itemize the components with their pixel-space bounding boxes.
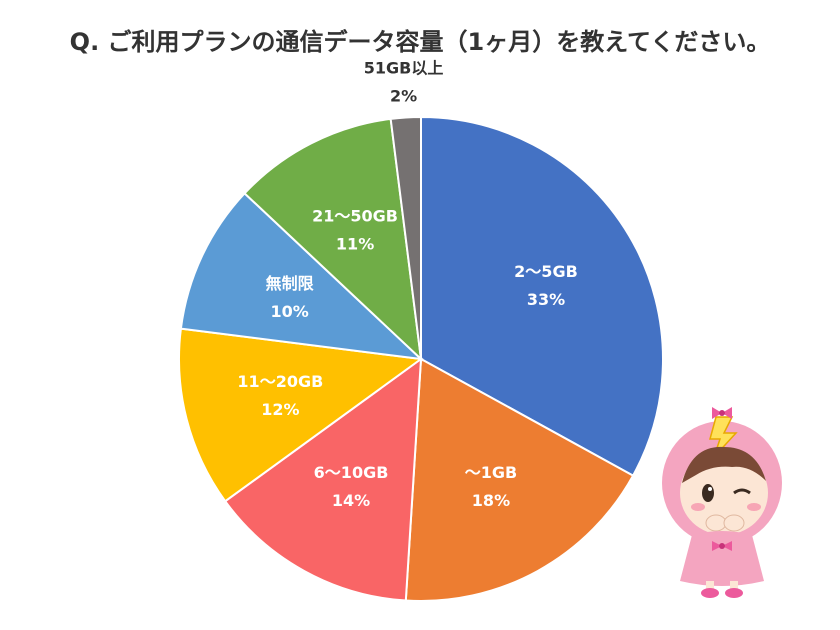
pie-slice-2: [223, 356, 423, 602]
slice-percent-label: 11%: [336, 235, 374, 254]
slice-percent-label: 33%: [527, 290, 565, 309]
pie-slices: [178, 115, 664, 602]
slice-percent-label: 18%: [472, 491, 510, 510]
slice-category-label: 21〜50GB: [312, 207, 398, 226]
pie-slice-1: [404, 357, 635, 602]
slice-category-label: 無制限: [266, 274, 315, 293]
slice-category-label: 6〜10GB: [314, 463, 389, 482]
slice-percent-label: 14%: [332, 491, 370, 510]
slice-percent-label: 12%: [261, 400, 299, 419]
slice-percent-label: 2%: [390, 87, 417, 106]
slice-category-label: 〜1GB: [465, 463, 517, 482]
slice-category-label: 51GB以上: [364, 59, 444, 78]
pie-slice-3: [178, 327, 424, 503]
pie-slice-6: [389, 115, 422, 360]
slice-category-label: 2〜5GB: [514, 262, 578, 281]
slice-labels: 2〜5GB 33% 〜1GB 18% 6〜10GB 14% 11〜20GB 12% 無制限 10%…: [237, 59, 577, 511]
pie-slice-4: [179, 191, 424, 361]
mascot-illustration: [662, 407, 782, 598]
slice-percent-label: 10%: [270, 302, 308, 321]
pie-slice-5: [243, 117, 423, 362]
pie-slice-0: [420, 115, 664, 477]
chart-title: Q. ご利用プランの通信データ容量（1ヶ月）を教えてください。: [69, 28, 771, 56]
slice-category-label: 11〜20GB: [237, 372, 323, 391]
